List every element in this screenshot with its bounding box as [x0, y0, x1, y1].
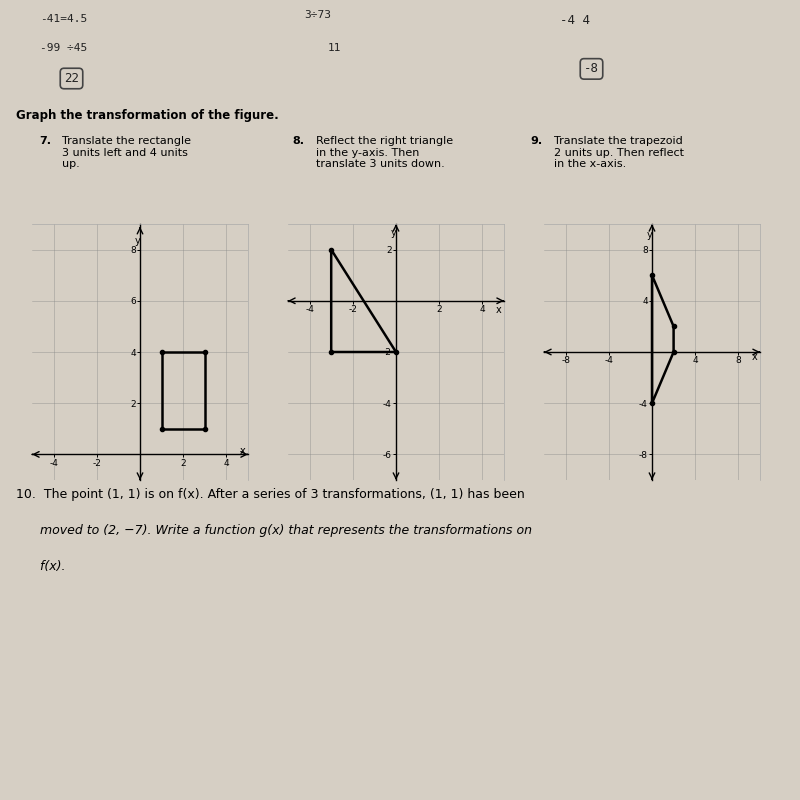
Text: y: y	[390, 228, 396, 238]
Text: y: y	[646, 230, 652, 240]
Text: Reflect the right triangle
in the y-axis. Then
translate 3 units down.: Reflect the right triangle in the y-axis…	[315, 136, 453, 170]
Text: 11: 11	[328, 43, 342, 53]
Text: -4 4: -4 4	[560, 14, 590, 27]
Text: 3÷73: 3÷73	[304, 10, 331, 19]
Text: Graph the transformation of the figure.: Graph the transformation of the figure.	[16, 110, 278, 122]
Text: x: x	[751, 352, 757, 362]
Text: y: y	[134, 235, 140, 246]
Text: -8: -8	[584, 62, 599, 75]
Text: -99 ÷45: -99 ÷45	[40, 43, 87, 53]
Text: Translate the rectangle
3 units left and 4 units
up.: Translate the rectangle 3 units left and…	[62, 136, 191, 170]
Text: x: x	[239, 446, 245, 457]
Text: -41=4.5: -41=4.5	[40, 14, 87, 24]
Text: x: x	[495, 305, 501, 315]
Text: 7.: 7.	[39, 136, 51, 146]
Text: 8.: 8.	[293, 136, 305, 146]
Text: moved to (2, −7). Write a function g(x) that represents the transformations on: moved to (2, −7). Write a function g(x) …	[16, 524, 532, 537]
Text: 10.  The point (1, 1) is on f(x). After a series of 3 transformations, (1, 1) ha: 10. The point (1, 1) is on f(x). After a…	[16, 488, 525, 501]
Text: Translate the trapezoid
2 units up. Then reflect
in the x-axis.: Translate the trapezoid 2 units up. Then…	[554, 136, 683, 170]
Text: 22: 22	[64, 72, 79, 85]
Text: 9.: 9.	[530, 136, 542, 146]
Text: f(x).: f(x).	[16, 560, 66, 573]
